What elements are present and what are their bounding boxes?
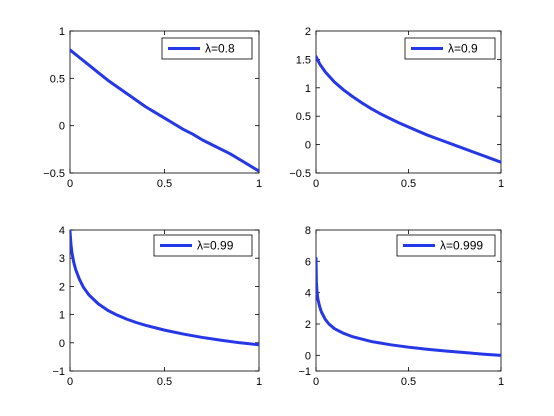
x-tick-label: 1 — [256, 178, 262, 190]
x-tick-label: 0 — [313, 376, 319, 388]
y-tick-label: 0.5 — [50, 73, 65, 85]
x-tick-label: 0 — [313, 178, 319, 190]
legend: λ=0.8 — [161, 37, 253, 60]
x-tick-label: 0.5 — [401, 376, 416, 388]
y-tick-label: 2 — [305, 319, 311, 331]
y-tick-label: 4 — [59, 225, 65, 237]
y-tick-label: 0 — [59, 338, 65, 350]
y-tick-label: 1 — [59, 26, 65, 38]
y-tick-label: 0 — [305, 140, 311, 152]
legend-label: λ=0.999 — [440, 239, 483, 253]
x-tick-label: 1 — [498, 376, 504, 388]
y-tick-label: 8 — [305, 225, 311, 237]
subplot-2: 0 0.5 1−0.500.511.52λ=0.9 — [289, 26, 504, 190]
series-line — [70, 230, 259, 347]
y-tick-label: 2 — [59, 281, 65, 293]
x-tick-label: 0 — [67, 178, 73, 190]
y-tick-label: −1 — [52, 366, 65, 378]
legend-box — [396, 234, 496, 257]
y-tick-label: 0 — [305, 350, 311, 362]
x-tick-label: 1 — [498, 178, 504, 190]
legend-label: λ=0.99 — [197, 239, 234, 253]
x-tick-label: 1 — [256, 376, 262, 388]
series-line — [316, 256, 501, 357]
subplot-1: 0 0.5 1−0.500.51λ=0.8 — [43, 26, 262, 190]
y-tick-label: 4 — [305, 288, 311, 300]
legend-label: λ=0.8 — [205, 42, 235, 56]
y-tick-label: 2 — [305, 26, 311, 38]
series-line — [70, 48, 259, 173]
y-tick-label: 1 — [59, 310, 65, 322]
x-tick-label: 0.5 — [157, 376, 172, 388]
y-tick-label: 0 — [59, 121, 65, 133]
legend-label: λ=0.9 — [448, 42, 478, 56]
y-tick-label: −0.5 — [43, 168, 65, 180]
series-line — [316, 55, 501, 164]
legend-box — [404, 37, 496, 60]
x-tick-label: 0.5 — [401, 178, 416, 190]
y-tick-label: 3 — [59, 253, 65, 265]
legend: λ=0.9 — [404, 37, 496, 60]
y-tick-label: 6 — [305, 256, 311, 268]
x-tick-label: 0 — [67, 376, 73, 388]
legend-box — [161, 37, 253, 60]
x-tick-label: 0.5 — [157, 178, 172, 190]
legend: λ=0.99 — [153, 234, 253, 257]
legend: λ=0.999 — [396, 234, 496, 257]
y-tick-label: 1.5 — [296, 54, 311, 66]
y-tick-label: −1 — [298, 366, 311, 378]
y-tick-label: 0.5 — [296, 111, 311, 123]
y-tick-label: 1 — [305, 83, 311, 95]
y-tick-label: −0.5 — [289, 168, 311, 180]
legend-box — [153, 234, 253, 257]
